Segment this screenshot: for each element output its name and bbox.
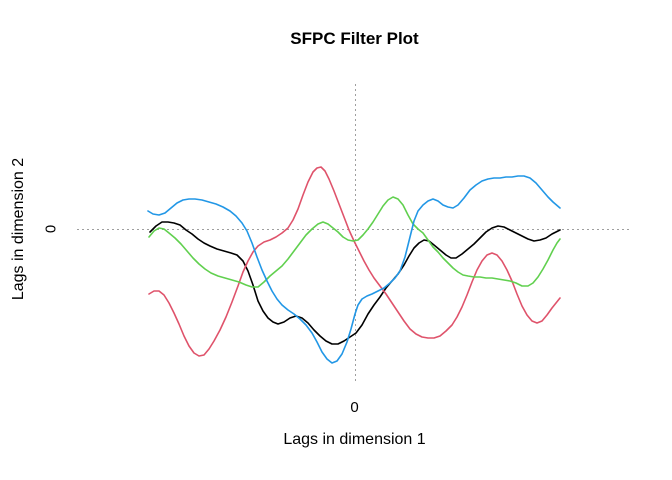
- filter-curve-blue: [147, 175, 561, 364]
- x-axis-tick-zero: 0: [350, 399, 359, 416]
- filter-curve-black: [149, 221, 561, 345]
- filter-curve-green: [148, 196, 561, 288]
- y-axis-label: Lags in dimension 2: [10, 157, 27, 301]
- filter-curve-red: [148, 166, 561, 357]
- y-axis-tick-zero: 0: [42, 224, 60, 234]
- x-axis-label: Lags in dimension 1: [283, 431, 426, 448]
- plot-title: SFPC Filter Plot: [290, 29, 419, 48]
